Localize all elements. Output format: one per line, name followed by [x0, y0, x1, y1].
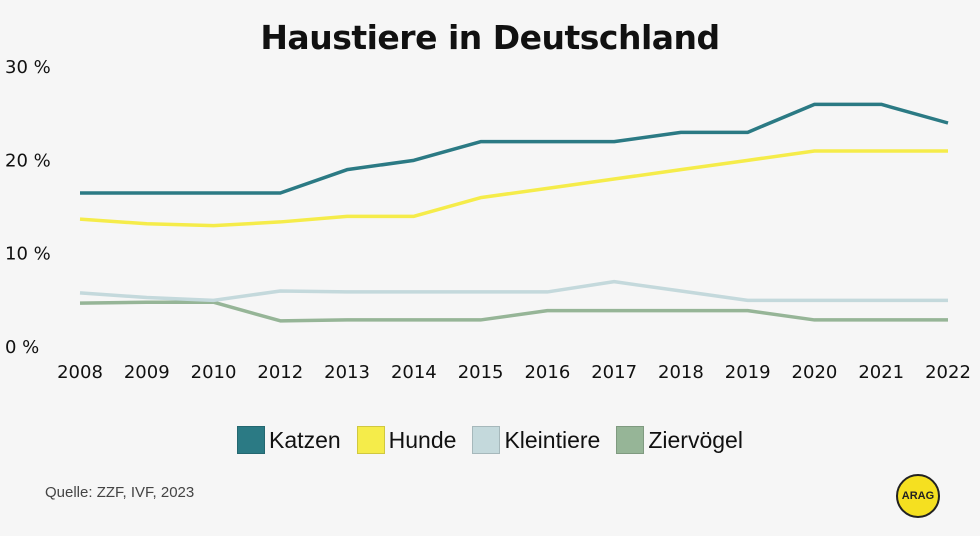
legend-swatch: [356, 426, 385, 454]
chart-title: Haustiere in Deutschland: [260, 18, 720, 57]
y-tick-label: 0 %: [5, 337, 39, 358]
series-line-ziervögel: [79, 300, 948, 323]
legend-item: Hunde: [356, 426, 457, 454]
series-line-katzen: [80, 102, 949, 195]
legend-swatch: [616, 426, 645, 454]
legend-item: Ziervögel: [616, 426, 743, 454]
x-tick-label: 2009: [124, 362, 170, 383]
y-tick-label: 30 %: [5, 57, 51, 78]
legend-item: Kleintiere: [472, 426, 600, 454]
legend-swatch: [237, 426, 266, 454]
y-tick-label: 10 %: [5, 244, 51, 265]
series-line-hunde: [79, 149, 948, 228]
legend-label: Kleintiere: [504, 426, 601, 453]
logo-text: ARAG: [901, 490, 935, 502]
legend-label: Hunde: [388, 426, 457, 453]
legend-swatch: [472, 426, 501, 454]
x-tick-label: 2015: [458, 362, 504, 383]
legend: Katzen Hunde Kleintiere Ziervögel: [0, 426, 980, 454]
legend-label: Katzen: [269, 426, 341, 453]
series-line-kleintiere: [79, 279, 948, 303]
x-tick-label: 2021: [858, 362, 904, 383]
x-tick-label: 2019: [725, 362, 771, 383]
x-tick-label: 2018: [658, 362, 704, 383]
x-tick-label: 2020: [792, 362, 838, 383]
arag-logo: ARAG: [896, 474, 940, 518]
line-chart: 0 % 10 % 20 % 30 % 2008 2009 2010 2012 2013 2014 2…: [5, 57, 971, 383]
x-tick-label: 2014: [391, 362, 437, 383]
x-tick-label: 2012: [257, 362, 303, 383]
x-tick-label: 2022: [925, 362, 971, 383]
x-tick-label: 2008: [57, 362, 103, 383]
x-tick-label: 2017: [591, 362, 637, 383]
source-note: Quelle: ZZF, IVF, 2023: [45, 484, 195, 501]
legend-item: Katzen: [237, 426, 341, 454]
legend-label: Ziervögel: [648, 426, 743, 453]
y-tick-label: 20 %: [5, 150, 51, 171]
x-tick-label: 2013: [324, 362, 370, 383]
x-tick-label: 2016: [524, 362, 570, 383]
x-tick-label: 2010: [191, 362, 237, 383]
